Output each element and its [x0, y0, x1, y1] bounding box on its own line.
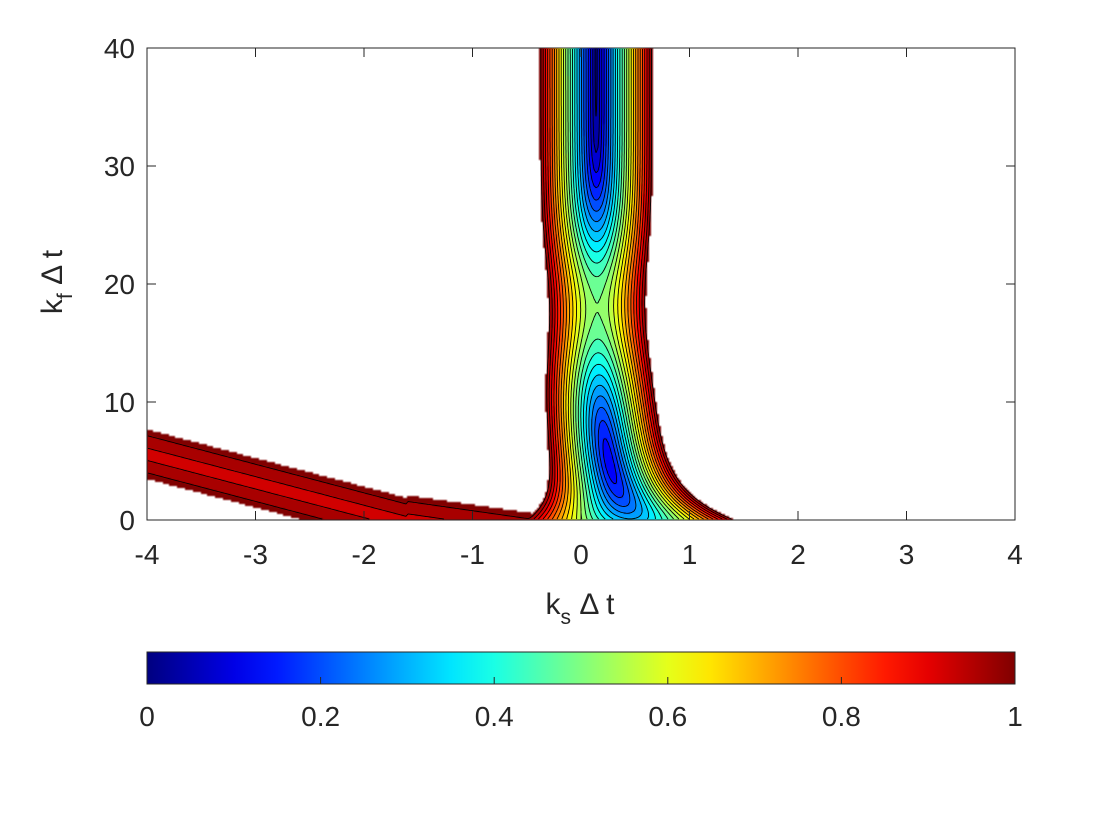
x-tick-label: 3 — [899, 539, 915, 570]
contour-line-2 — [590, 49, 603, 174]
contour-line-11 — [569, 49, 669, 520]
x-tick-label: -4 — [135, 539, 160, 570]
y-tick-label: 30 — [104, 151, 135, 182]
contour-line-20 — [547, 49, 714, 520]
x-tick-label: 2 — [790, 539, 806, 570]
colorbar-tick-label: 0 — [139, 701, 155, 732]
contour-line-24 — [147, 49, 732, 520]
x-axis: -4 -3 -2 -1 0 1 2 3 4 — [135, 48, 1023, 570]
contour-line-21 — [542, 49, 718, 520]
contour-line-18 — [554, 49, 704, 520]
colorbar-ticks: 0 0.2 0.4 0.6 0.8 1 — [139, 677, 1023, 732]
contour-line-9 — [574, 49, 656, 520]
x-tick-label: 0 — [573, 539, 589, 570]
contour-line-8 — [576, 49, 650, 520]
y-axis: 0 10 20 30 40 — [104, 33, 1015, 536]
contour-line-15 — [560, 49, 690, 520]
contour-line-12 — [567, 49, 674, 520]
y-tick-label: 0 — [119, 505, 135, 536]
x-tick-label: -1 — [460, 539, 485, 570]
colorbar — [146, 651, 1016, 685]
contour-line-17 — [556, 49, 700, 520]
colorbar-tick-label: 0.4 — [475, 701, 514, 732]
colorbar-tick-label: 1 — [1007, 701, 1023, 732]
colorbar-tick-label: 0.6 — [648, 701, 687, 732]
contour-line-13 — [565, 49, 680, 520]
y-tick-label: 20 — [104, 269, 135, 300]
contour-line-14 — [563, 49, 685, 520]
colorbar-tick-label: 0.2 — [301, 701, 340, 732]
contour-lines — [147, 49, 732, 520]
contour-line-23 — [147, 49, 728, 520]
contour-line-1 — [592, 49, 601, 153]
x-tick-label: -2 — [352, 539, 377, 570]
contour-line-16 — [558, 49, 695, 520]
y-tick-label: 10 — [104, 387, 135, 418]
x-axis-label: ks Δ t — [546, 588, 616, 629]
contour-line-19 — [551, 49, 709, 520]
x-tick-label: 1 — [682, 539, 698, 570]
contour-line-0 — [594, 49, 598, 117]
contour-fill — [147, 48, 1015, 520]
contour-line-3 — [587, 49, 618, 484]
contour-line-22 — [538, 49, 723, 520]
colorbar-tick-label: 0.8 — [822, 701, 861, 732]
contour-line-4 — [585, 49, 625, 499]
y-axis-label: kf Δ t — [36, 249, 77, 314]
x-tick-label: -3 — [243, 539, 268, 570]
y-tick-label: 40 — [104, 33, 135, 64]
contour-line-7 — [578, 49, 643, 520]
contour-line-5 — [583, 49, 631, 507]
contour-line-10 — [572, 49, 663, 520]
x-tick-label: 4 — [1007, 539, 1023, 570]
